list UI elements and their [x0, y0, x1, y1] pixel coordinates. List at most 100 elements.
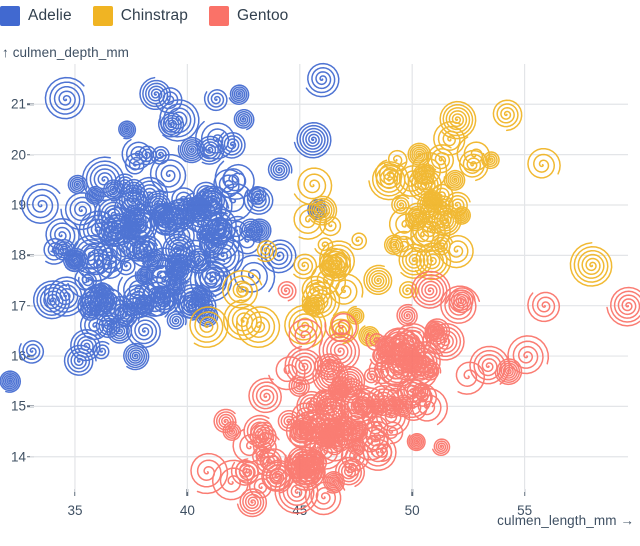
y-tick-label: 18: [10, 247, 26, 263]
data-point-marker: [246, 186, 267, 205]
data-point-marker: [71, 234, 113, 275]
data-point-marker: [318, 240, 356, 279]
data-point-marker: [381, 327, 419, 367]
data-point-marker: [606, 286, 640, 327]
data-point-marker: [164, 217, 195, 251]
data-point-marker: [236, 488, 268, 518]
data-point-marker: [81, 284, 115, 318]
data-point-marker: [314, 237, 334, 256]
data-point-marker: [20, 183, 61, 224]
data-point-marker: [396, 303, 418, 327]
data-point-marker: [416, 191, 443, 218]
data-point-marker: [260, 239, 297, 274]
data-point-marker: [243, 186, 274, 215]
data-point-marker: [381, 395, 404, 419]
data-point-marker: [319, 212, 342, 237]
data-point-marker: [235, 306, 281, 349]
legend-item-adelie[interactable]: Adelie: [0, 6, 72, 26]
data-point-marker: [93, 239, 126, 274]
data-point-marker: [358, 325, 380, 347]
data-point-marker: [228, 84, 250, 105]
series-adelie: [0, 62, 340, 393]
data-point-marker: [377, 383, 409, 412]
data-point-marker: [140, 253, 184, 295]
y-tick-label: 16: [10, 348, 26, 364]
data-point-marker: [448, 287, 476, 314]
data-point-marker: [196, 135, 225, 165]
data-point-marker: [349, 232, 368, 251]
data-point-marker: [79, 309, 113, 341]
data-point-marker: [261, 459, 292, 492]
data-point-marker: [406, 151, 448, 191]
legend-item-chinstrap[interactable]: Chinstrap: [92, 6, 188, 26]
data-point-marker: [201, 211, 233, 246]
data-point-marker: [456, 136, 491, 172]
data-point-marker: [235, 458, 260, 484]
data-point-marker: [324, 312, 358, 343]
data-point-marker: [323, 471, 345, 494]
data-point-marker: [312, 436, 344, 470]
y-axis-title: ↑ culmen_depth_mm: [2, 45, 130, 60]
data-point-marker: [43, 237, 69, 265]
data-point-marker: [411, 383, 438, 408]
data-point-marker: [222, 299, 262, 341]
data-point-marker: [432, 438, 451, 457]
data-point-marker: [217, 131, 246, 159]
data-point-marker: [222, 421, 242, 441]
data-point-marker: [214, 160, 255, 200]
data-point-marker: [190, 452, 229, 495]
data-point-marker: [32, 280, 71, 320]
data-point-marker: [284, 445, 319, 480]
legend-swatch-icon: [208, 6, 229, 26]
data-point-marker: [362, 434, 397, 471]
legend-label: Chinstrap: [120, 7, 188, 24]
data-point-marker: [149, 154, 187, 193]
legend-swatch-icon: [0, 6, 20, 26]
data-point-marker: [159, 99, 200, 142]
data-point-marker: [428, 204, 462, 237]
data-point-marker: [18, 340, 45, 364]
series-gentoo: [190, 270, 640, 518]
data-point-marker: [142, 248, 166, 272]
legend-label: Adelie: [28, 7, 72, 24]
data-point-marker: [52, 238, 76, 261]
data-point-marker: [426, 144, 455, 174]
data-point-marker: [327, 416, 361, 449]
x-tick-mark: [523, 489, 526, 496]
data-point-marker: [81, 252, 113, 283]
data-point-marker: [291, 402, 315, 429]
x-tick-label: 40: [179, 503, 195, 518]
data-point-marker: [139, 76, 172, 111]
data-point-marker: [346, 305, 365, 325]
data-point-marker: [120, 220, 142, 241]
data-point-marker: [67, 174, 88, 194]
plot-area: [0, 62, 640, 518]
data-point-marker: [440, 285, 481, 324]
y-tick-label: 17: [10, 298, 26, 314]
data-point-marker: [411, 270, 451, 309]
data-point-marker: [155, 87, 183, 114]
x-tick-mark: [186, 489, 189, 496]
data-point-marker: [406, 433, 426, 452]
data-point-marker: [305, 62, 340, 98]
legend-swatch-icon: [92, 6, 113, 26]
data-point-marker: [304, 476, 346, 516]
data-point-marker: [45, 217, 80, 255]
data-point-marker: [131, 176, 169, 215]
data-point-marker: [304, 294, 326, 316]
data-point-marker: [268, 356, 306, 391]
data-point-marker: [405, 207, 428, 232]
data-point-marker: [439, 100, 477, 140]
data-point-marker: [126, 311, 161, 349]
data-point-marker: [299, 419, 321, 443]
data-point-marker: [389, 230, 414, 258]
plot-canvas: [0, 62, 640, 518]
data-point-marker: [453, 206, 471, 225]
data-point-marker: [301, 275, 332, 308]
data-point-marker: [44, 76, 85, 120]
data-point-marker: [77, 272, 98, 291]
x-tick-label: 45: [292, 503, 308, 518]
data-point-marker: [351, 387, 385, 418]
data-point-marker: [167, 246, 196, 276]
legend-item-gentoo[interactable]: Gentoo: [208, 6, 288, 26]
